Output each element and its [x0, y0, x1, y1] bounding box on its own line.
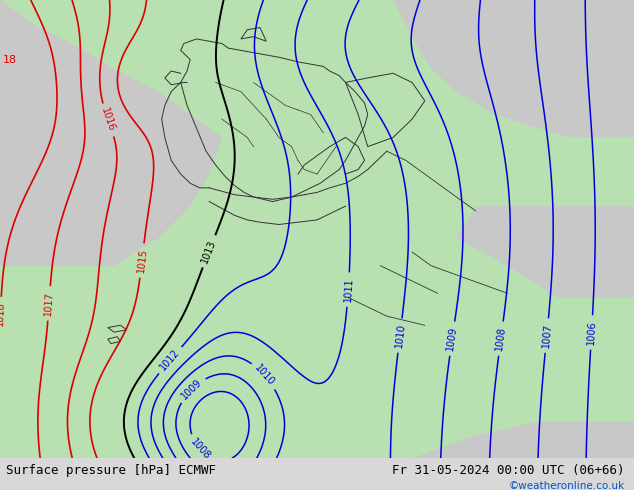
Text: 1007: 1007 — [541, 323, 553, 348]
Polygon shape — [241, 27, 266, 41]
Text: 1018: 1018 — [0, 302, 6, 326]
Text: 18: 18 — [3, 54, 17, 65]
Text: 1008: 1008 — [495, 326, 507, 351]
Text: 1016: 1016 — [100, 107, 117, 133]
Polygon shape — [0, 0, 222, 266]
Text: Surface pressure [hPa] ECMWF: Surface pressure [hPa] ECMWF — [6, 464, 216, 477]
Text: 1015: 1015 — [136, 247, 148, 273]
Text: 1009: 1009 — [179, 377, 204, 401]
Text: ©weatheronline.co.uk: ©weatheronline.co.uk — [508, 481, 624, 490]
Text: 1006: 1006 — [586, 320, 597, 345]
Text: 1008: 1008 — [188, 437, 212, 462]
Text: 1017: 1017 — [43, 291, 55, 316]
Polygon shape — [456, 206, 634, 298]
Text: 1011: 1011 — [342, 277, 354, 302]
Polygon shape — [317, 421, 634, 458]
Text: 1009: 1009 — [446, 326, 459, 351]
Polygon shape — [393, 0, 634, 138]
Text: 1010: 1010 — [252, 363, 276, 388]
Text: 1012: 1012 — [158, 347, 182, 373]
Text: Fr 31-05-2024 00:00 UTC (06+66): Fr 31-05-2024 00:00 UTC (06+66) — [392, 464, 624, 477]
Text: 1013: 1013 — [200, 238, 218, 265]
Text: 1010: 1010 — [394, 323, 406, 348]
